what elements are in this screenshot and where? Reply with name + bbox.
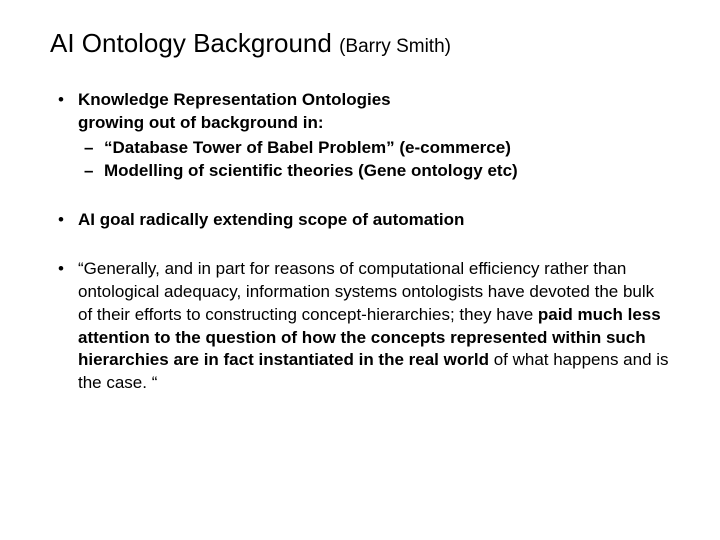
title-attribution: (Barry Smith) bbox=[339, 36, 451, 57]
title-main: AI Ontology Background bbox=[50, 28, 339, 58]
bullet-text: growing out of background in: bbox=[78, 113, 324, 132]
sub-bullet-item: Modelling of scientific theories (Gene o… bbox=[78, 160, 670, 183]
sub-bullet-text: Modelling of scientific theories (Gene o… bbox=[104, 161, 518, 180]
bullet-text: AI goal radically extending scope of aut… bbox=[78, 210, 464, 229]
sub-bullet-text: “Database Tower of Babel Problem” (e-com… bbox=[104, 138, 511, 157]
bullet-text: Knowledge Representation Ontologies bbox=[78, 90, 391, 109]
bullet-item: Knowledge Representation Ontologies grow… bbox=[50, 89, 670, 183]
bullet-item: “Generally, and in part for reasons of c… bbox=[50, 258, 670, 396]
bullet-list: Knowledge Representation Ontologies grow… bbox=[50, 89, 670, 395]
quote-block: “Generally, and in part for reasons of c… bbox=[78, 259, 669, 393]
bullet-item: AI goal radically extending scope of aut… bbox=[50, 209, 670, 232]
sub-bullet-list: “Database Tower of Babel Problem” (e-com… bbox=[78, 137, 670, 183]
slide: AI Ontology Background (Barry Smith) Kno… bbox=[0, 0, 720, 540]
slide-title: AI Ontology Background (Barry Smith) bbox=[50, 28, 670, 59]
sub-bullet-item: “Database Tower of Babel Problem” (e-com… bbox=[78, 137, 670, 160]
